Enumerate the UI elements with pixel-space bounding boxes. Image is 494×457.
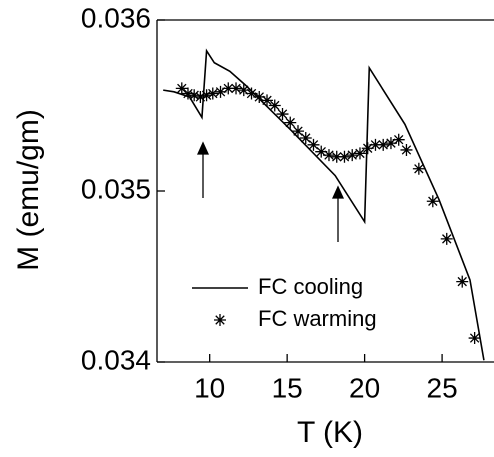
data-point xyxy=(456,275,469,288)
data-point xyxy=(412,162,425,175)
data-point xyxy=(222,82,235,95)
data-point xyxy=(268,99,281,112)
data-point xyxy=(206,87,219,100)
data-point xyxy=(245,87,258,100)
data-point xyxy=(377,138,390,151)
data-point xyxy=(369,138,382,151)
data-point xyxy=(400,143,413,156)
annotation-arrows xyxy=(196,141,345,242)
x-tick-label: 20 xyxy=(349,372,380,403)
data-point xyxy=(284,116,297,129)
data-point xyxy=(276,108,289,121)
x-tick-label: 15 xyxy=(272,372,303,403)
y-axis-label: M (emu/gm) xyxy=(12,109,45,271)
data-point xyxy=(468,332,481,345)
y-tick-label: 0.035 xyxy=(81,173,151,204)
arrow-head xyxy=(196,141,210,155)
data-point xyxy=(194,90,207,103)
data-point xyxy=(253,90,266,103)
x-tick-label: 25 xyxy=(427,372,458,403)
data-point xyxy=(299,131,312,144)
data-point xyxy=(315,145,328,158)
data-point xyxy=(175,82,188,95)
arrow-head xyxy=(331,185,345,199)
data-point xyxy=(330,150,343,163)
data-point xyxy=(353,147,366,160)
legend-label: FC cooling xyxy=(258,274,363,299)
data-point xyxy=(188,89,201,102)
data-point xyxy=(291,125,304,138)
data-line xyxy=(163,48,485,361)
y-tick-label: 0.036 xyxy=(81,2,151,33)
data-point xyxy=(322,149,335,162)
data-point xyxy=(346,149,359,162)
x-tick-label: 10 xyxy=(194,372,225,403)
x-axis-label: T (K) xyxy=(297,416,363,449)
data-point xyxy=(426,195,439,208)
data-point xyxy=(181,87,194,100)
data-point xyxy=(200,89,213,102)
data-point xyxy=(237,84,250,97)
data-point xyxy=(338,150,351,163)
data-point xyxy=(361,142,374,155)
data-point xyxy=(440,232,453,245)
legend-label: FC warming xyxy=(258,306,377,331)
legend-symbol xyxy=(214,314,226,326)
data-point xyxy=(307,138,320,151)
data-point xyxy=(214,85,227,98)
data-point xyxy=(261,94,274,107)
data-point xyxy=(392,133,405,146)
data-point xyxy=(384,137,397,150)
data-point xyxy=(230,82,243,95)
y-tick-label: 0.034 xyxy=(81,344,151,375)
